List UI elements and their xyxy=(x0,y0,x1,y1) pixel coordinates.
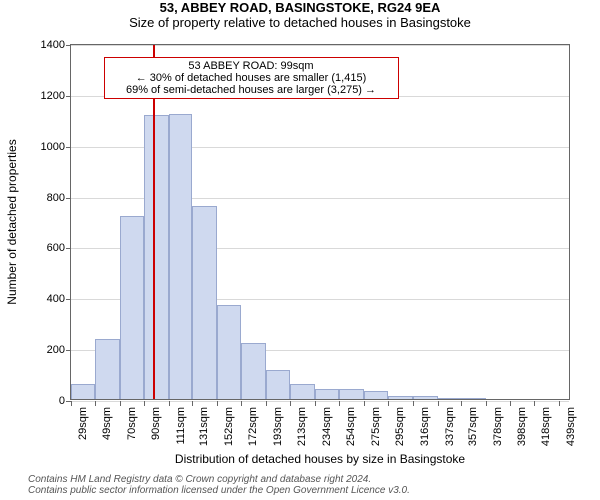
x-tick-label: 131sqm xyxy=(196,407,210,446)
y-tick-label: 800 xyxy=(47,192,71,204)
histogram-bar xyxy=(364,391,388,399)
x-tick-label: 398sqm xyxy=(514,407,528,446)
histogram-bar xyxy=(461,398,486,399)
x-tick-label: 193sqm xyxy=(270,407,284,446)
y-tick-label: 1000 xyxy=(41,141,71,153)
histogram-bar xyxy=(192,206,217,399)
x-tick-label: 70sqm xyxy=(124,407,138,440)
y-tick-label: 200 xyxy=(47,344,71,356)
histogram-bar xyxy=(438,398,462,399)
histogram-bar xyxy=(266,370,290,399)
x-tick-label: 90sqm xyxy=(148,407,162,440)
y-axis-label: Number of detached properties xyxy=(5,139,19,304)
x-tick-label: 234sqm xyxy=(319,407,333,446)
x-tick-label: 254sqm xyxy=(343,407,357,446)
x-tick-label: 418sqm xyxy=(538,407,552,446)
x-tick-label: 316sqm xyxy=(417,407,431,446)
page-subtitle: Size of property relative to detached ho… xyxy=(0,15,600,30)
y-tick-label: 1400 xyxy=(41,39,71,51)
page-title: 53, ABBEY ROAD, BASINGSTOKE, RG24 9EA xyxy=(0,0,600,15)
x-axis-label: Distribution of detached houses by size … xyxy=(175,452,465,466)
footer-line-2: Contains public sector information licen… xyxy=(28,485,410,496)
y-tick-label: 600 xyxy=(47,242,71,254)
x-tick-label: 275sqm xyxy=(368,407,382,446)
y-tick-label: 0 xyxy=(59,395,71,407)
x-tick-label: 213sqm xyxy=(294,407,308,446)
histogram-bar xyxy=(169,114,193,399)
annotation-line-2: ← 30% of detached houses are smaller (1,… xyxy=(109,72,394,84)
histogram-bar xyxy=(388,396,413,399)
histogram-bar xyxy=(120,216,144,399)
x-tick-label: 152sqm xyxy=(221,407,235,446)
x-tick-label: 378sqm xyxy=(490,407,504,446)
x-tick-label: 439sqm xyxy=(563,407,577,446)
histogram-bar xyxy=(315,389,339,399)
histogram-bar xyxy=(71,384,95,399)
x-tick-label: 29sqm xyxy=(75,407,89,440)
histogram-bar xyxy=(339,389,364,399)
histogram-bar xyxy=(290,384,315,399)
annotation-box: 53 ABBEY ROAD: 99sqm← 30% of detached ho… xyxy=(104,57,399,99)
annotation-line-3: 69% of semi-detached houses are larger (… xyxy=(109,84,394,96)
histogram-bar xyxy=(241,343,266,399)
histogram-bar xyxy=(217,305,241,399)
histogram-bar xyxy=(144,115,169,399)
x-tick-label: 49sqm xyxy=(99,407,113,440)
y-tick-label: 400 xyxy=(47,293,71,305)
x-tick-label: 357sqm xyxy=(465,407,479,446)
x-tick-label: 172sqm xyxy=(245,407,259,446)
histogram-bar xyxy=(95,339,120,399)
x-tick-label: 337sqm xyxy=(442,407,456,446)
histogram-bar xyxy=(413,396,438,399)
attribution-footer: Contains HM Land Registry data © Crown c… xyxy=(0,474,410,496)
footer-line-1: Contains HM Land Registry data © Crown c… xyxy=(28,474,410,485)
plot-area: 020040060080010001200140053 ABBEY ROAD: … xyxy=(70,44,570,400)
gridline xyxy=(71,45,569,46)
y-tick-label: 1200 xyxy=(41,90,71,102)
annotation-line-1: 53 ABBEY ROAD: 99sqm xyxy=(109,60,394,72)
x-tick-label: 111sqm xyxy=(173,407,187,445)
x-tick-label: 295sqm xyxy=(392,407,406,446)
gridline xyxy=(71,401,569,402)
